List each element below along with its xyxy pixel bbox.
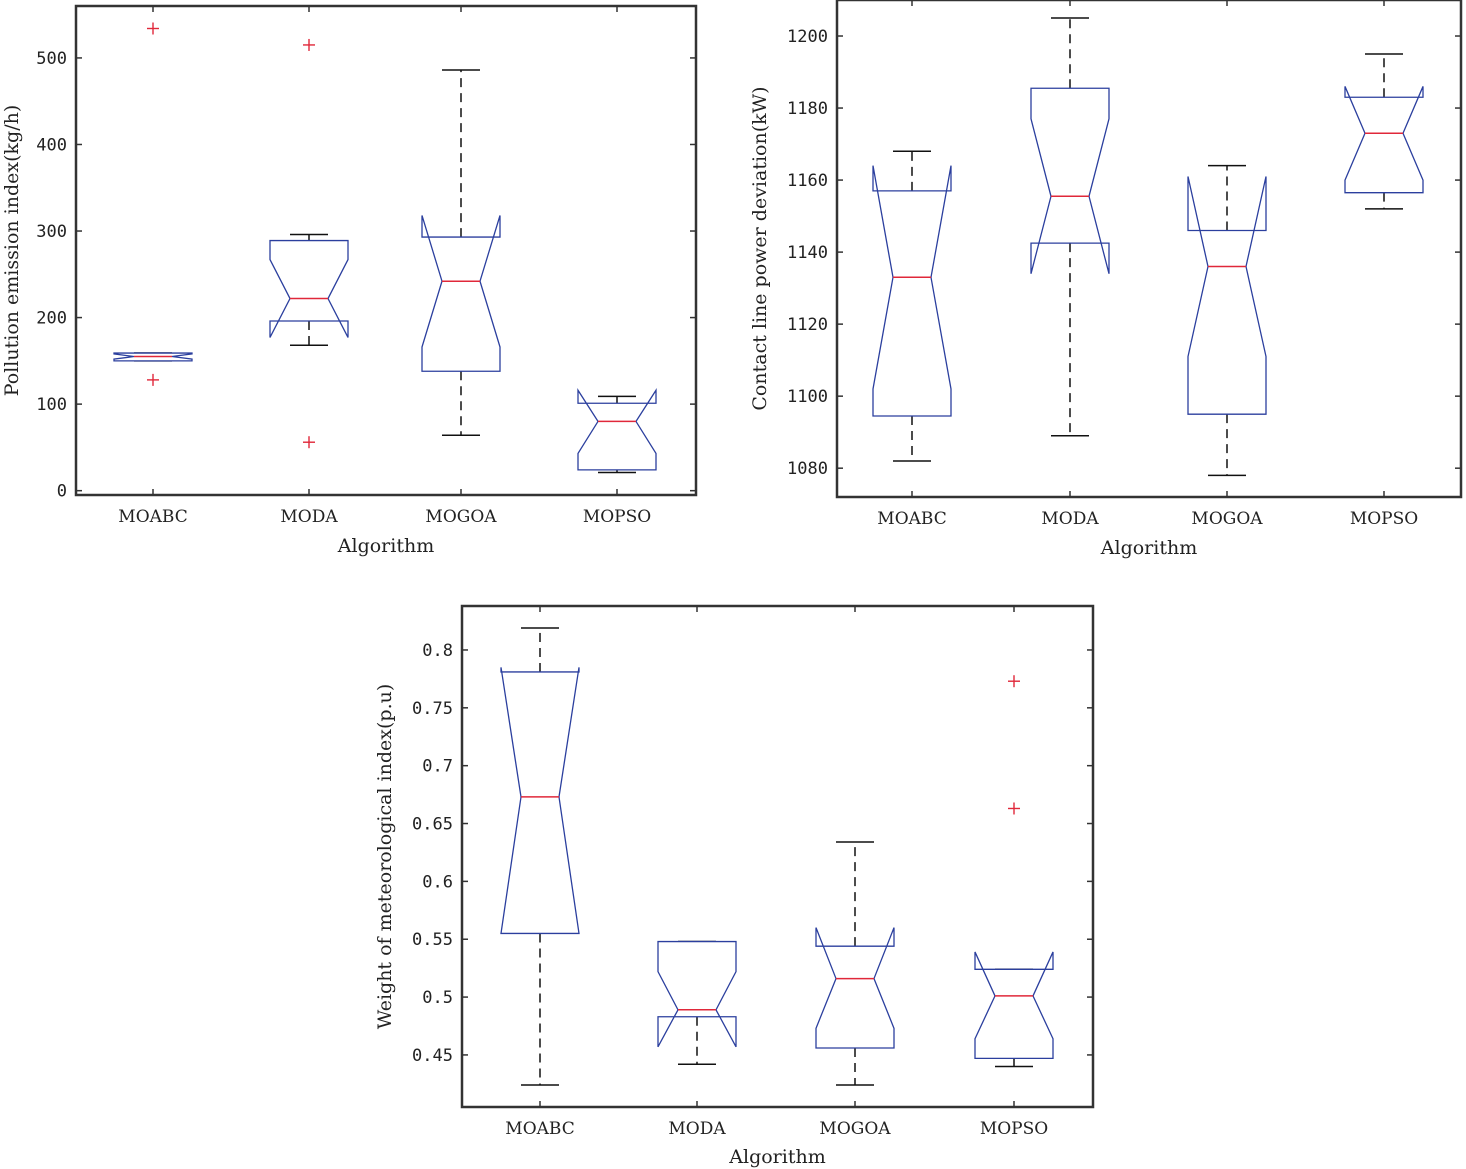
- x-axis-title: Algorithm: [337, 535, 434, 557]
- y-tick-label: 1160: [787, 171, 828, 191]
- y-tick-label: 1100: [787, 387, 828, 407]
- y-tick-label: 0.45: [412, 1046, 453, 1066]
- x-category-label: MODA: [280, 507, 338, 527]
- chart-pollution-emission: 0 100 200 300 400 500 MOABC MODA MOGOA MOPSO Algor…: [1, 4, 698, 557]
- outlier-marker: [303, 38, 315, 51]
- notched-box: [421, 215, 501, 372]
- y-tick-label: 500: [36, 49, 67, 69]
- notched-box: [1344, 86, 1424, 194]
- x-category-label: MODA: [668, 1119, 726, 1139]
- notched-box: [269, 239, 349, 338]
- x-category-label: MOPSO: [980, 1119, 1048, 1139]
- notched-box: [1187, 176, 1267, 415]
- y-tick-label: 0.8: [422, 641, 453, 661]
- y-axis-title: Weight of meteorological index(p.u): [374, 684, 396, 1030]
- notched-box: [974, 951, 1054, 1060]
- outlier-marker: [1008, 802, 1020, 815]
- plot-frame: [835, 0, 1463, 499]
- y-tick-label: 1180: [787, 99, 828, 119]
- notched-box: [872, 165, 952, 417]
- y-tick-label: 1120: [787, 315, 828, 335]
- chart-meteorological-weight: 0.45 0.5 0.55 0.6 0.65 0.7 0.75 0.8 MOABC MODA MOG…: [374, 604, 1095, 1168]
- plot-frame: [74, 4, 698, 497]
- y-axis-title: Pollution emission index(kg/h): [1, 105, 23, 396]
- y-tick-label: 0.55: [412, 930, 453, 950]
- plot-frame: [460, 604, 1095, 1109]
- y-tick-label: 1080: [787, 459, 828, 479]
- x-category-label: MOABC: [877, 509, 946, 529]
- y-tick-label: 1200: [787, 27, 828, 47]
- y-tick-label: 0.65: [412, 815, 453, 835]
- notched-box: [1030, 87, 1110, 274]
- y-tick-label: 300: [36, 222, 67, 242]
- x-category-label: MOABC: [118, 507, 187, 527]
- x-category-label: MOPSO: [583, 507, 651, 527]
- x-category-label: MOGOA: [425, 507, 497, 527]
- notched-box: [657, 940, 737, 1048]
- outlier-marker: [1008, 675, 1020, 688]
- y-tick-label: 100: [36, 395, 67, 415]
- notched-box: [500, 667, 580, 935]
- x-category-label: MOPSO: [1350, 509, 1418, 529]
- chart-contact-line-power: 1080 1100 1120 1140 1160 1180 1200 MOABC MODA MOG…: [749, 0, 1463, 559]
- y-tick-label: 0.6: [422, 872, 453, 892]
- outlier-marker: [147, 373, 159, 386]
- x-category-label: MOABC: [505, 1119, 574, 1139]
- x-category-label: MOGOA: [819, 1119, 891, 1139]
- y-tick-label: 0.7: [422, 757, 453, 777]
- y-tick-label: 0: [57, 482, 67, 502]
- notched-box: [577, 388, 657, 471]
- notched-box: [815, 927, 895, 1049]
- x-category-label: MODA: [1041, 509, 1099, 529]
- x-axis-title: Algorithm: [728, 1146, 825, 1168]
- y-tick-label: 0.5: [422, 988, 453, 1008]
- y-tick-label: 400: [36, 135, 67, 155]
- x-axis-title: Algorithm: [1100, 537, 1197, 559]
- y-tick-label: 0.75: [412, 699, 453, 719]
- y-axis-title: Contact line power deviation(kW): [749, 86, 771, 410]
- y-tick-label: 1140: [787, 243, 828, 263]
- outlier-marker: [147, 22, 159, 35]
- x-category-label: MOGOA: [1191, 509, 1263, 529]
- outlier-marker: [303, 436, 315, 449]
- y-tick-label: 200: [36, 309, 67, 329]
